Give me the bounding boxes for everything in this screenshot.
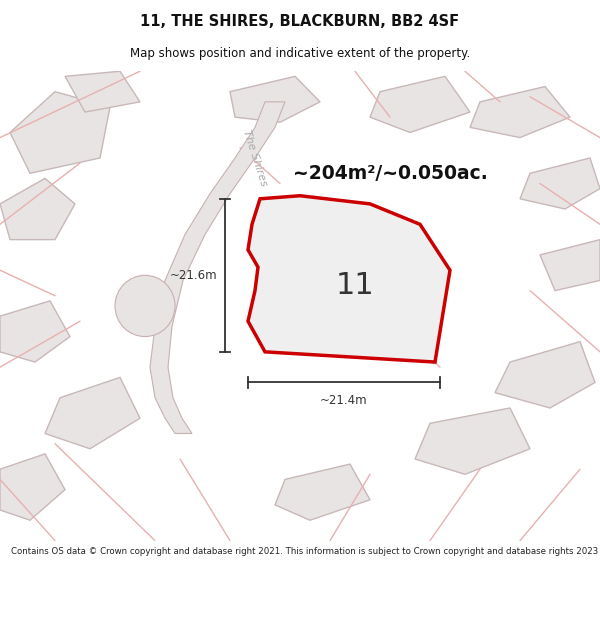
Text: 11: 11 [335, 271, 374, 300]
Polygon shape [470, 86, 570, 138]
Polygon shape [230, 76, 320, 122]
Circle shape [115, 276, 175, 336]
Text: ~21.6m: ~21.6m [169, 269, 217, 282]
Polygon shape [0, 454, 65, 520]
Polygon shape [150, 102, 285, 434]
Polygon shape [248, 196, 450, 362]
Text: 11, THE SHIRES, BLACKBURN, BB2 4SF: 11, THE SHIRES, BLACKBURN, BB2 4SF [140, 14, 460, 29]
Polygon shape [520, 158, 600, 209]
Polygon shape [0, 178, 75, 239]
Polygon shape [275, 464, 370, 520]
Polygon shape [65, 71, 140, 112]
Polygon shape [495, 342, 595, 408]
Polygon shape [45, 378, 140, 449]
Text: The Shires: The Shires [241, 129, 269, 188]
Text: Map shows position and indicative extent of the property.: Map shows position and indicative extent… [130, 47, 470, 60]
Text: ~204m²/~0.050ac.: ~204m²/~0.050ac. [293, 164, 487, 182]
Text: ~21.4m: ~21.4m [320, 394, 368, 408]
Polygon shape [540, 239, 600, 291]
Text: Contains OS data © Crown copyright and database right 2021. This information is : Contains OS data © Crown copyright and d… [11, 548, 600, 556]
Polygon shape [10, 92, 110, 173]
Polygon shape [370, 76, 470, 132]
Polygon shape [0, 301, 70, 362]
Polygon shape [415, 408, 530, 474]
